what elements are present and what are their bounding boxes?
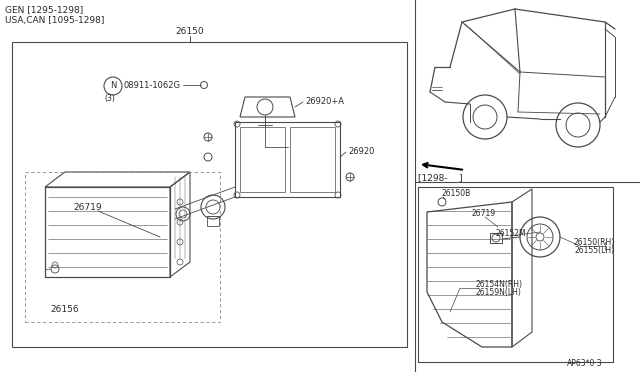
Text: [1298-    ]: [1298- ] [418, 173, 463, 183]
Text: 26719: 26719 [472, 209, 496, 218]
Text: 26719: 26719 [73, 202, 102, 212]
Bar [418, 187, 613, 362]
Text: (3): (3) [104, 93, 115, 103]
Text: AP63*0·3: AP63*0·3 [567, 359, 603, 369]
Text: N: N [110, 81, 116, 90]
Text: 26156: 26156 [50, 305, 79, 314]
Bar [25, 172, 220, 322]
Bar [290, 127, 335, 192]
Text: GEN [1295-1298]: GEN [1295-1298] [5, 6, 83, 15]
Bar [235, 122, 340, 197]
Text: 26154N(RH): 26154N(RH) [476, 279, 523, 289]
Text: 26159N(LH): 26159N(LH) [476, 289, 522, 298]
Bar [12, 42, 407, 347]
Text: 26920: 26920 [348, 148, 374, 157]
Text: 26155(LH): 26155(LH) [575, 247, 615, 256]
Text: 26150(RH): 26150(RH) [573, 237, 615, 247]
Text: 26152M: 26152M [495, 230, 525, 238]
Bar [240, 127, 285, 192]
Bar [207, 216, 219, 226]
Text: 26150: 26150 [176, 28, 204, 36]
Text: 26920+A: 26920+A [305, 97, 344, 106]
Text: 08911-1062G: 08911-1062G [124, 80, 181, 90]
Text: USA,CAN [1095-1298]: USA,CAN [1095-1298] [5, 16, 104, 25]
Text: 26150B: 26150B [441, 189, 470, 199]
